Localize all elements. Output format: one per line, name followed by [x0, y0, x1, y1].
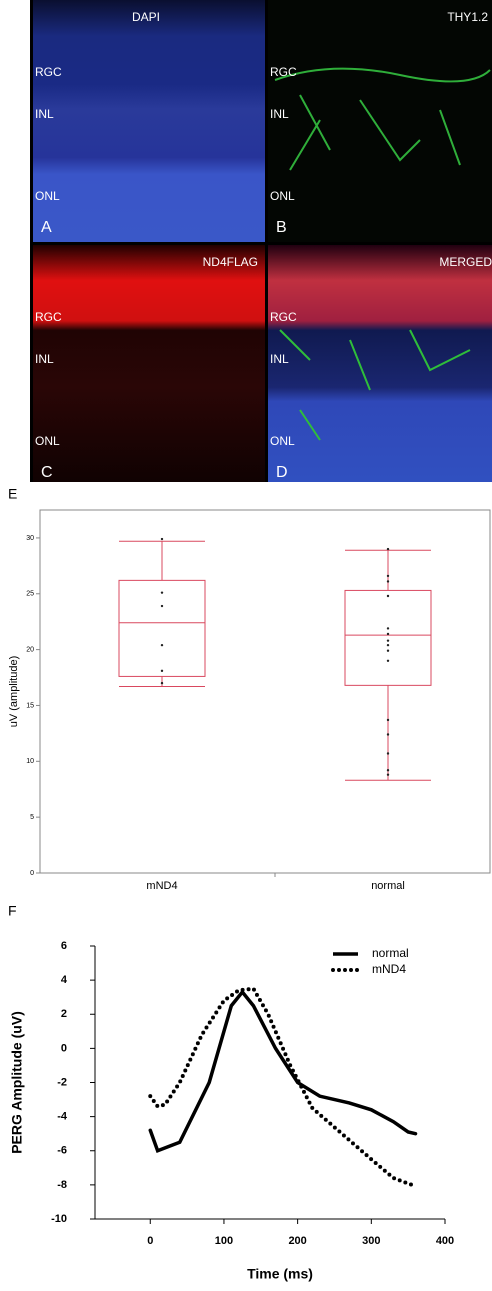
data-point: [386, 639, 390, 642]
data-point: [160, 537, 164, 541]
x-tick-label: 400: [436, 1235, 454, 1247]
layer-label: INL: [35, 352, 54, 366]
data-point: [386, 574, 390, 578]
panel-letter: B: [276, 219, 287, 236]
layer-label: RGC: [270, 65, 297, 79]
micrograph: [268, 0, 492, 242]
micrograph-fibers: [279, 329, 471, 441]
panel-letter: D: [276, 464, 288, 481]
data-point: [386, 773, 390, 776]
panel-letter: A: [41, 219, 52, 236]
box: [118, 579, 206, 677]
y-tick-label: -2: [57, 1076, 67, 1088]
data-point: [160, 591, 164, 594]
plot-frame: [39, 509, 491, 874]
y-tick-label: -6: [57, 1145, 67, 1157]
y-tick-label: 2: [61, 1008, 67, 1020]
data-point: [386, 649, 390, 652]
y-axis-label: uV (amplitude): [8, 656, 20, 728]
y-tick-label: -10: [51, 1213, 67, 1225]
panel-letter: F: [8, 903, 17, 919]
data-point: [386, 718, 390, 722]
layer-label: RGC: [35, 310, 62, 324]
x-tick-label: mND4: [146, 880, 177, 892]
layer-label: ONL: [35, 189, 60, 203]
data-point: [160, 643, 164, 647]
layer-label: INL: [270, 352, 289, 366]
layer-label: INL: [35, 107, 54, 121]
data-point: [386, 632, 390, 636]
data-point: [386, 580, 390, 583]
series-line: [148, 989, 418, 1154]
layer-label: INL: [270, 107, 289, 121]
x-axis-label: Time (ms): [247, 1266, 313, 1282]
y-tick-label: 0: [61, 1042, 67, 1054]
y-tick-label: 6: [61, 940, 67, 952]
data-point: [160, 604, 164, 608]
box: [344, 589, 432, 686]
data-point: [386, 752, 390, 755]
layer-label: ONL: [270, 434, 295, 448]
micrograph: [268, 245, 492, 482]
y-tick-label: 10: [26, 758, 34, 765]
x-tick-label: 200: [288, 1235, 306, 1247]
y-tick-label: 5: [30, 814, 34, 821]
stain-label: THY1.2: [447, 10, 488, 24]
y-tick-label: 4: [61, 974, 68, 986]
data-point: [386, 659, 390, 662]
layer-label: RGC: [35, 65, 62, 79]
layer-label: RGC: [270, 310, 297, 324]
y-tick-label: 25: [26, 591, 34, 598]
y-tick-label: 30: [26, 535, 34, 542]
micrograph-fibers: [274, 67, 491, 171]
y-tick-label: -8: [57, 1179, 67, 1191]
y-tick-label: 20: [26, 646, 34, 653]
x-tick-label: 100: [215, 1235, 233, 1247]
legend-label: mND4: [372, 962, 406, 976]
series-line: [148, 986, 414, 1187]
y-axis-label: PERG Amplitude (uV): [9, 1011, 25, 1154]
stain-label: ND4FLAG: [203, 255, 258, 269]
legend-label: normal: [372, 946, 409, 960]
x-tick-label: normal: [371, 880, 405, 892]
layer-label: ONL: [270, 189, 295, 203]
panel-letter: C: [41, 464, 53, 481]
data-point: [160, 669, 164, 673]
layer-label: ONL: [35, 434, 60, 448]
data-point: [160, 681, 164, 685]
stain-label: DAPI: [132, 10, 160, 24]
data-point: [386, 733, 390, 736]
micrograph: [33, 245, 265, 482]
y-tick-label: 15: [26, 702, 34, 709]
data-point: [386, 594, 390, 598]
data-point: [386, 769, 390, 772]
data-point: [386, 627, 390, 630]
x-tick-label: 300: [362, 1235, 380, 1247]
data-point: [386, 643, 390, 647]
x-tick-label: 0: [147, 1235, 153, 1247]
stain-label: MERGED: [439, 255, 492, 269]
panel-letter: E: [8, 486, 17, 502]
micrograph: [33, 0, 265, 242]
y-tick-label: 0: [30, 870, 34, 877]
y-tick-label: -4: [57, 1111, 68, 1123]
data-point: [386, 547, 390, 551]
